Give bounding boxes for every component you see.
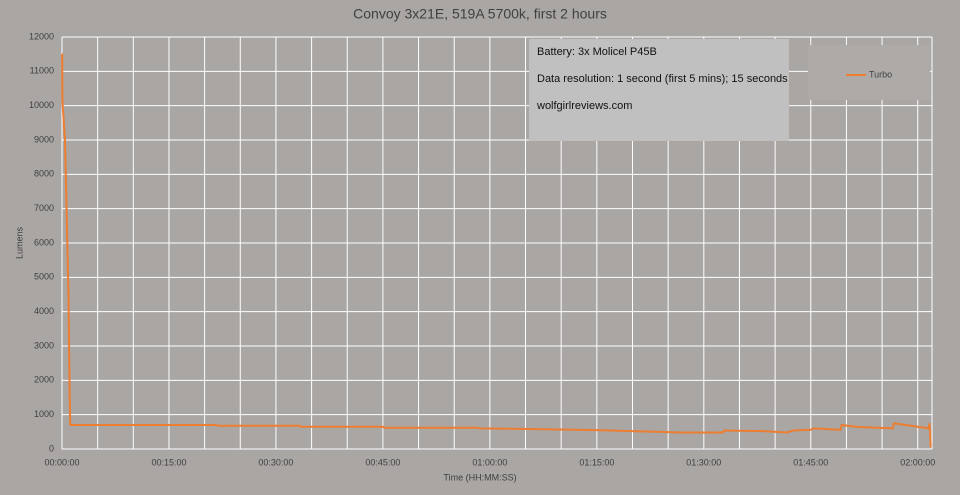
x-tick-label: 00:30:00 — [258, 457, 293, 467]
y-tick-label: 9000 — [34, 134, 54, 144]
x-axis-title: Time (HH:MM:SS) — [443, 472, 516, 482]
x-tick-label: 01:45:00 — [793, 457, 828, 467]
y-tick-label: 11000 — [30, 66, 54, 76]
x-tick-label: 00:45:00 — [365, 457, 400, 467]
y-axis-title: Lumens — [14, 226, 24, 259]
x-tick-label: 01:00:00 — [472, 457, 507, 467]
legend-label: Turbo — [869, 69, 892, 79]
line-series — [61, 53, 932, 448]
x-tick-label: 01:30:00 — [686, 457, 721, 467]
x-tick-label: 02:00:00 — [900, 457, 935, 467]
y-tick-label: 10000 — [29, 100, 54, 110]
y-tick-label: 2000 — [34, 375, 54, 385]
y-tick-label: 0 — [49, 443, 54, 453]
y-tick-label: 5000 — [34, 272, 54, 282]
x-tick-label: 00:00:00 — [44, 457, 79, 467]
y-tick-label: 6000 — [34, 237, 54, 247]
y-tick-label: 7000 — [34, 203, 54, 213]
annotation-text: Data resolution: 1 second (first 5 mins)… — [537, 73, 788, 85]
chart-title: Convoy 3x21E, 519A 5700k, first 2 hours — [353, 6, 607, 22]
x-tick-label: 01:15:00 — [579, 457, 614, 467]
y-tick-label: 1000 — [34, 409, 54, 419]
y-tick-label: 3000 — [34, 340, 54, 350]
y-tick-label: 8000 — [34, 169, 54, 179]
legend-box — [808, 45, 930, 100]
y-tick-label: 4000 — [34, 306, 54, 316]
annotation-box — [529, 39, 789, 141]
y-tick-label: 12000 — [29, 31, 54, 41]
annotation-text: Battery: 3x Molicel P45B — [537, 46, 657, 58]
annotation-text: wolfgirlreviews.com — [536, 100, 632, 112]
x-tick-label: 00:15:00 — [151, 457, 186, 467]
